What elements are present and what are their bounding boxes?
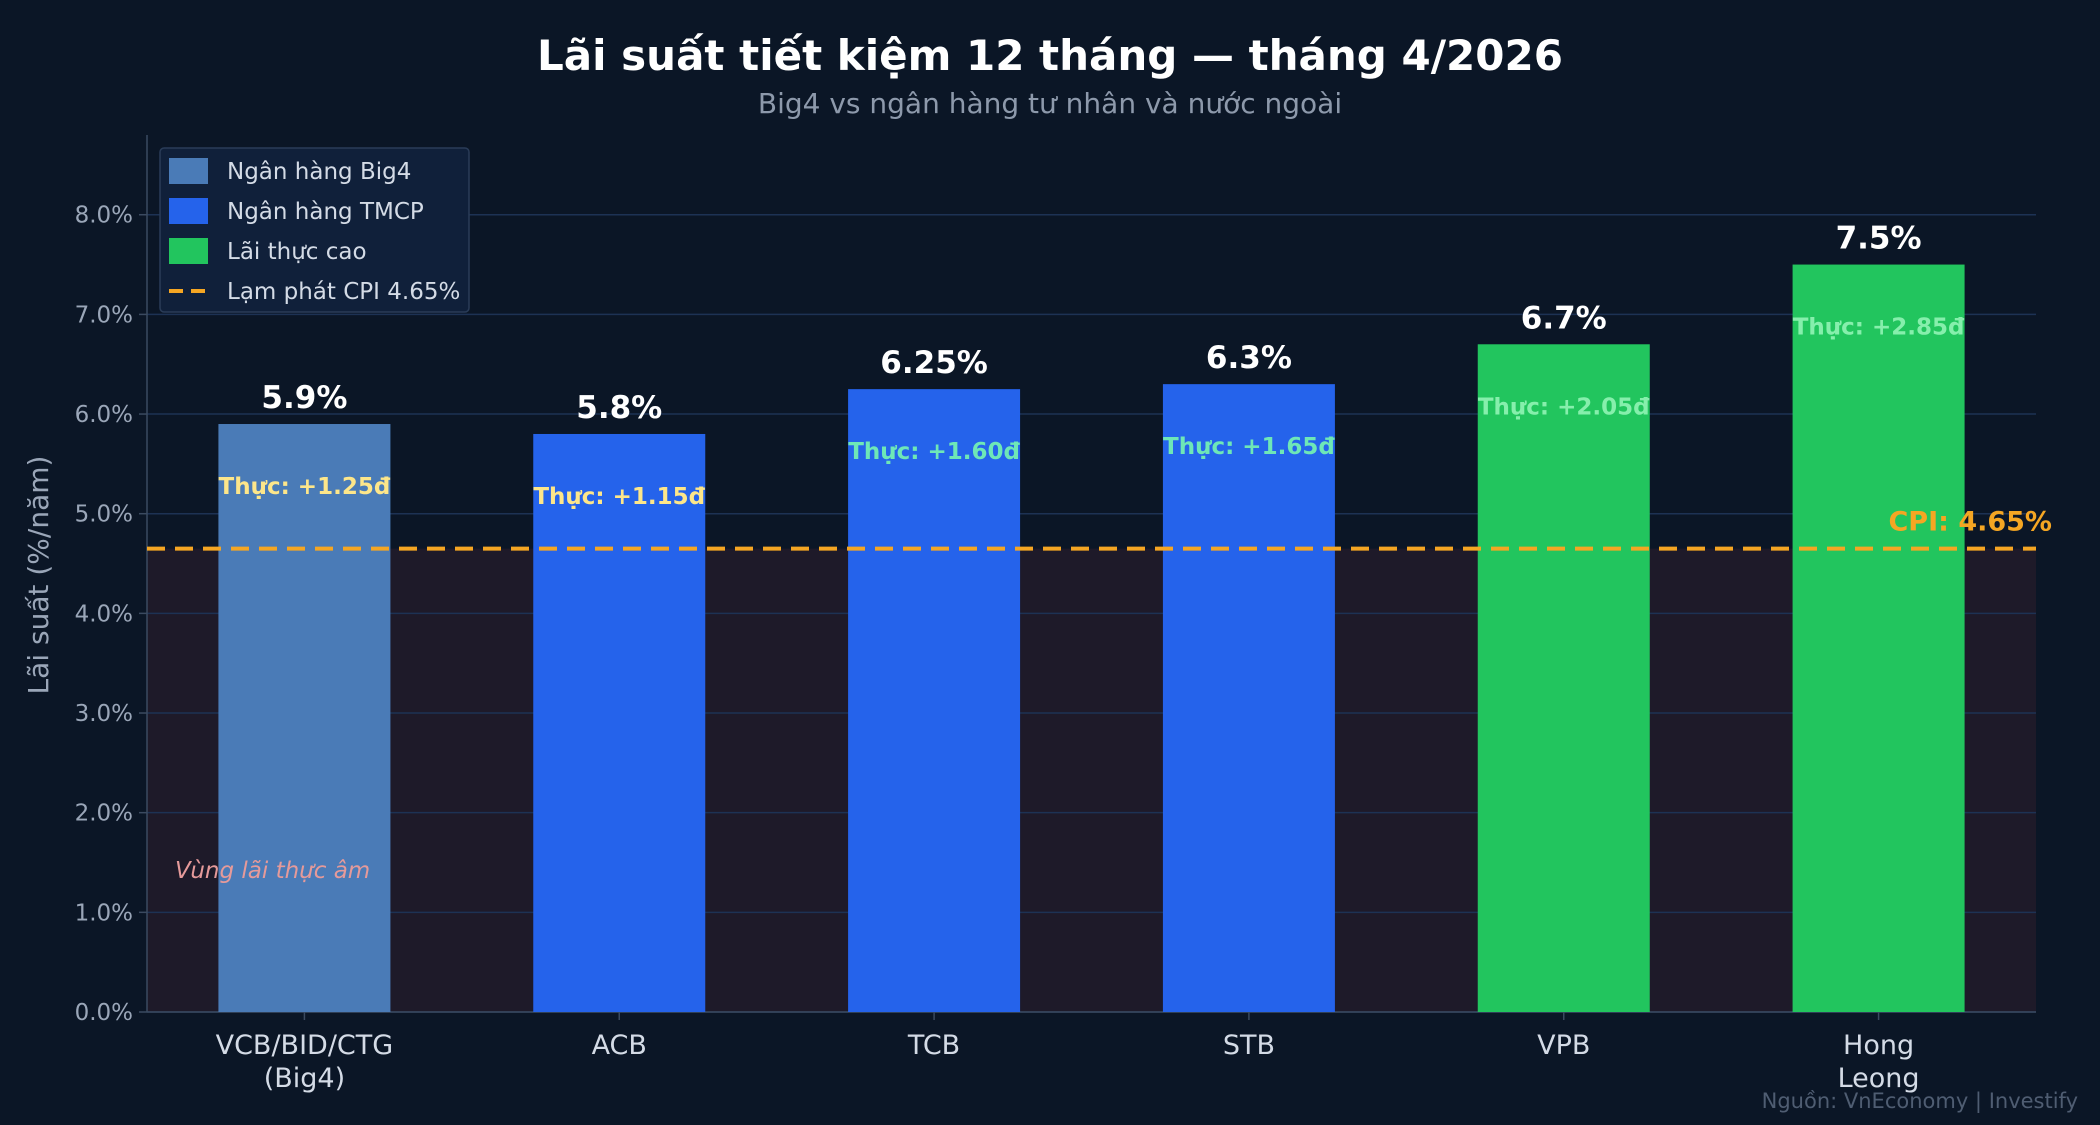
y-tick-label: 7.0%: [75, 302, 133, 328]
bar-2: [848, 389, 1021, 1012]
x-tick-label: TCB: [907, 1030, 960, 1061]
legend-box: [159, 147, 470, 313]
y-axis-label: Lãi suất (%/năm): [22, 456, 55, 695]
x-tick-label: VPB: [1537, 1030, 1590, 1061]
bar-0: [218, 424, 391, 1012]
legend-label: Ngân hàng TMCP: [227, 199, 424, 225]
x-tick-label: Leong: [1838, 1063, 1920, 1094]
bar-value-label: 6.3%: [1206, 340, 1292, 376]
x-tick-label: VCB/BID/CTG: [216, 1030, 394, 1061]
legend-label: Lãi thực cao: [227, 239, 367, 265]
bar-value-label: 5.8%: [576, 390, 662, 426]
bar-4: [1477, 344, 1650, 1013]
negative-real-rate-zone: [147, 548, 2036, 1012]
x-tick-label: Hong: [1843, 1030, 1914, 1061]
bar-real-rate-label: Thực: +2.05đ: [1478, 394, 1650, 420]
legend-swatch: [169, 238, 208, 264]
y-tick-label: 8.0%: [75, 203, 133, 229]
bar-5: [1792, 264, 1965, 1012]
y-tick-label: 4.0%: [75, 601, 133, 627]
bar-real-rate-label: Thực: +1.65đ: [1163, 434, 1335, 460]
x-tick-label: (Big4): [264, 1063, 345, 1094]
bar-real-rate-label: Thực: +1.25đ: [219, 474, 391, 500]
legend: Ngân hàng Big4 Ngân hàng TMCP Lãi thực cao…: [159, 147, 470, 313]
legend-label: Lạm phát CPI 4.65%: [227, 279, 460, 305]
source-note: Nguồn: VnEconomy | Investify: [1762, 1089, 2078, 1114]
y-tick-label: 6.0%: [75, 402, 133, 428]
y-tick-label: 1.0%: [75, 900, 133, 926]
bar-value-label: 6.25%: [880, 345, 988, 381]
bar-value-label: 6.7%: [1521, 300, 1607, 336]
bar-real-rate-label: Thực: +2.85đ: [1793, 315, 1965, 341]
y-tick-label: 0.0%: [75, 1000, 133, 1026]
bar-3: [1162, 384, 1335, 1013]
x-tick-label: STB: [1223, 1030, 1275, 1061]
plot-area: 0.0% 1.0% 2.0% 3.0% 4.0% 5.0% 6.0% 7.0% 8.0% 5.9%…: [75, 135, 2052, 1094]
cpi-label: CPI: 4.65%: [1888, 507, 2052, 538]
negative-zone-label: Vùng lãi thực âm: [175, 858, 370, 884]
bar-1: [533, 433, 706, 1012]
legend-swatch: [169, 198, 208, 224]
bar-value-label: 7.5%: [1836, 221, 1922, 257]
bar-real-rate-label: Thực: +1.15đ: [533, 484, 705, 510]
chart-subtitle: Big4 vs ngân hàng tư nhân và nước ngoài: [758, 87, 1342, 120]
legend-swatch: [169, 158, 208, 184]
chart-title: Lãi suất tiết kiệm 12 tháng — tháng 4/20…: [537, 31, 1563, 80]
y-tick-label: 3.0%: [75, 701, 133, 727]
legend-label: Ngân hàng Big4: [227, 159, 411, 185]
x-tick-label: ACB: [592, 1030, 647, 1061]
y-tick-label: 2.0%: [75, 801, 133, 827]
y-tick-label: 5.0%: [75, 502, 133, 528]
bar-real-rate-label: Thực: +1.60đ: [848, 439, 1020, 465]
bar-value-label: 5.9%: [261, 380, 347, 416]
